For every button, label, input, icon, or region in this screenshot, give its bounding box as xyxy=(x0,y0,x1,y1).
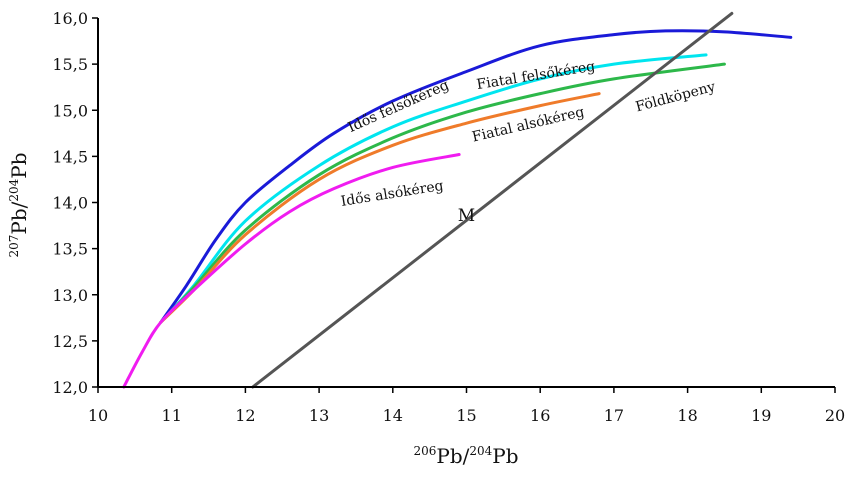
x-tick-label: 20 xyxy=(825,406,845,425)
y-axis-title-base1: Pb/ xyxy=(7,201,31,234)
x-tick-label: 12 xyxy=(235,406,255,425)
y-tick-label: 15,0 xyxy=(52,101,88,120)
y-axis-title: 207Pb/204Pb xyxy=(7,152,31,257)
x-tick-label: 11 xyxy=(162,406,182,425)
x-tick-label: 19 xyxy=(751,406,771,425)
x-tick-label: 16 xyxy=(530,406,550,425)
x-tick-label: 14 xyxy=(383,406,403,425)
x-tick-label: 10 xyxy=(88,406,108,425)
curve-label-fiatal-felsokereg: Fiatal felsőkéreg xyxy=(476,59,597,94)
y-tick-label: 14,5 xyxy=(52,147,88,166)
y-tick-label: 13,0 xyxy=(52,286,88,305)
y-ticks: 12,0 12,5 13,0 13,5 14,0 14,5 15,0 15,5 16,0 xyxy=(52,9,98,397)
x-tick-label: 17 xyxy=(604,406,624,425)
y-tick-label: 16,0 xyxy=(52,9,88,28)
curve-labels: Idős felsőkéreg Fiatal felsőkéreg Földköpe… xyxy=(340,59,718,226)
y-tick-label: 12,0 xyxy=(52,378,88,397)
x-axis-title-sup1: 206 xyxy=(413,444,436,458)
x-axis-title: 206Pb/204Pb xyxy=(413,444,518,468)
curve-label-foldkopeny: Földköpeny xyxy=(634,79,717,116)
y-tick-label: 13,5 xyxy=(52,240,88,259)
series-layer xyxy=(122,11,793,389)
curve-label-m: M xyxy=(458,206,475,226)
y-tick-label: 14,0 xyxy=(52,194,88,213)
series-line-fiatal-felsokereg xyxy=(159,53,708,324)
series-line-foldkopeny xyxy=(159,62,726,324)
x-tick-label: 15 xyxy=(456,406,476,425)
y-axis-title-sup1: 207 xyxy=(7,235,21,258)
y-axis-title-base2: Pb xyxy=(7,152,31,178)
y-tick-label: 15,5 xyxy=(52,55,88,74)
x-axis-title-base2: Pb xyxy=(492,444,518,468)
series-line-m xyxy=(251,11,734,389)
curve-label-idos-alsokereg: Idős alsókéreg xyxy=(340,178,445,210)
curve-label-idos-felsokereg: Idős felsőkéreg xyxy=(346,77,452,136)
series-line-idos-alsokereg xyxy=(122,153,461,389)
series-line-idos-felsokereg xyxy=(159,29,793,324)
axes: 10 11 12 13 14 15 16 17 18 19 20 12,012,513,013,51… xyxy=(52,9,845,425)
x-axis-title-sup2: 204 xyxy=(469,444,492,458)
x-tick-label: 18 xyxy=(677,406,697,425)
y-tick-label: 12,5 xyxy=(52,332,88,351)
y-axis-title-sup2: 204 xyxy=(7,178,21,201)
x-axis-title-base1: Pb/ xyxy=(436,444,469,468)
x-tick-label: 13 xyxy=(309,406,329,425)
x-ticks: 10 11 12 13 14 15 16 17 18 19 20 xyxy=(88,387,845,425)
